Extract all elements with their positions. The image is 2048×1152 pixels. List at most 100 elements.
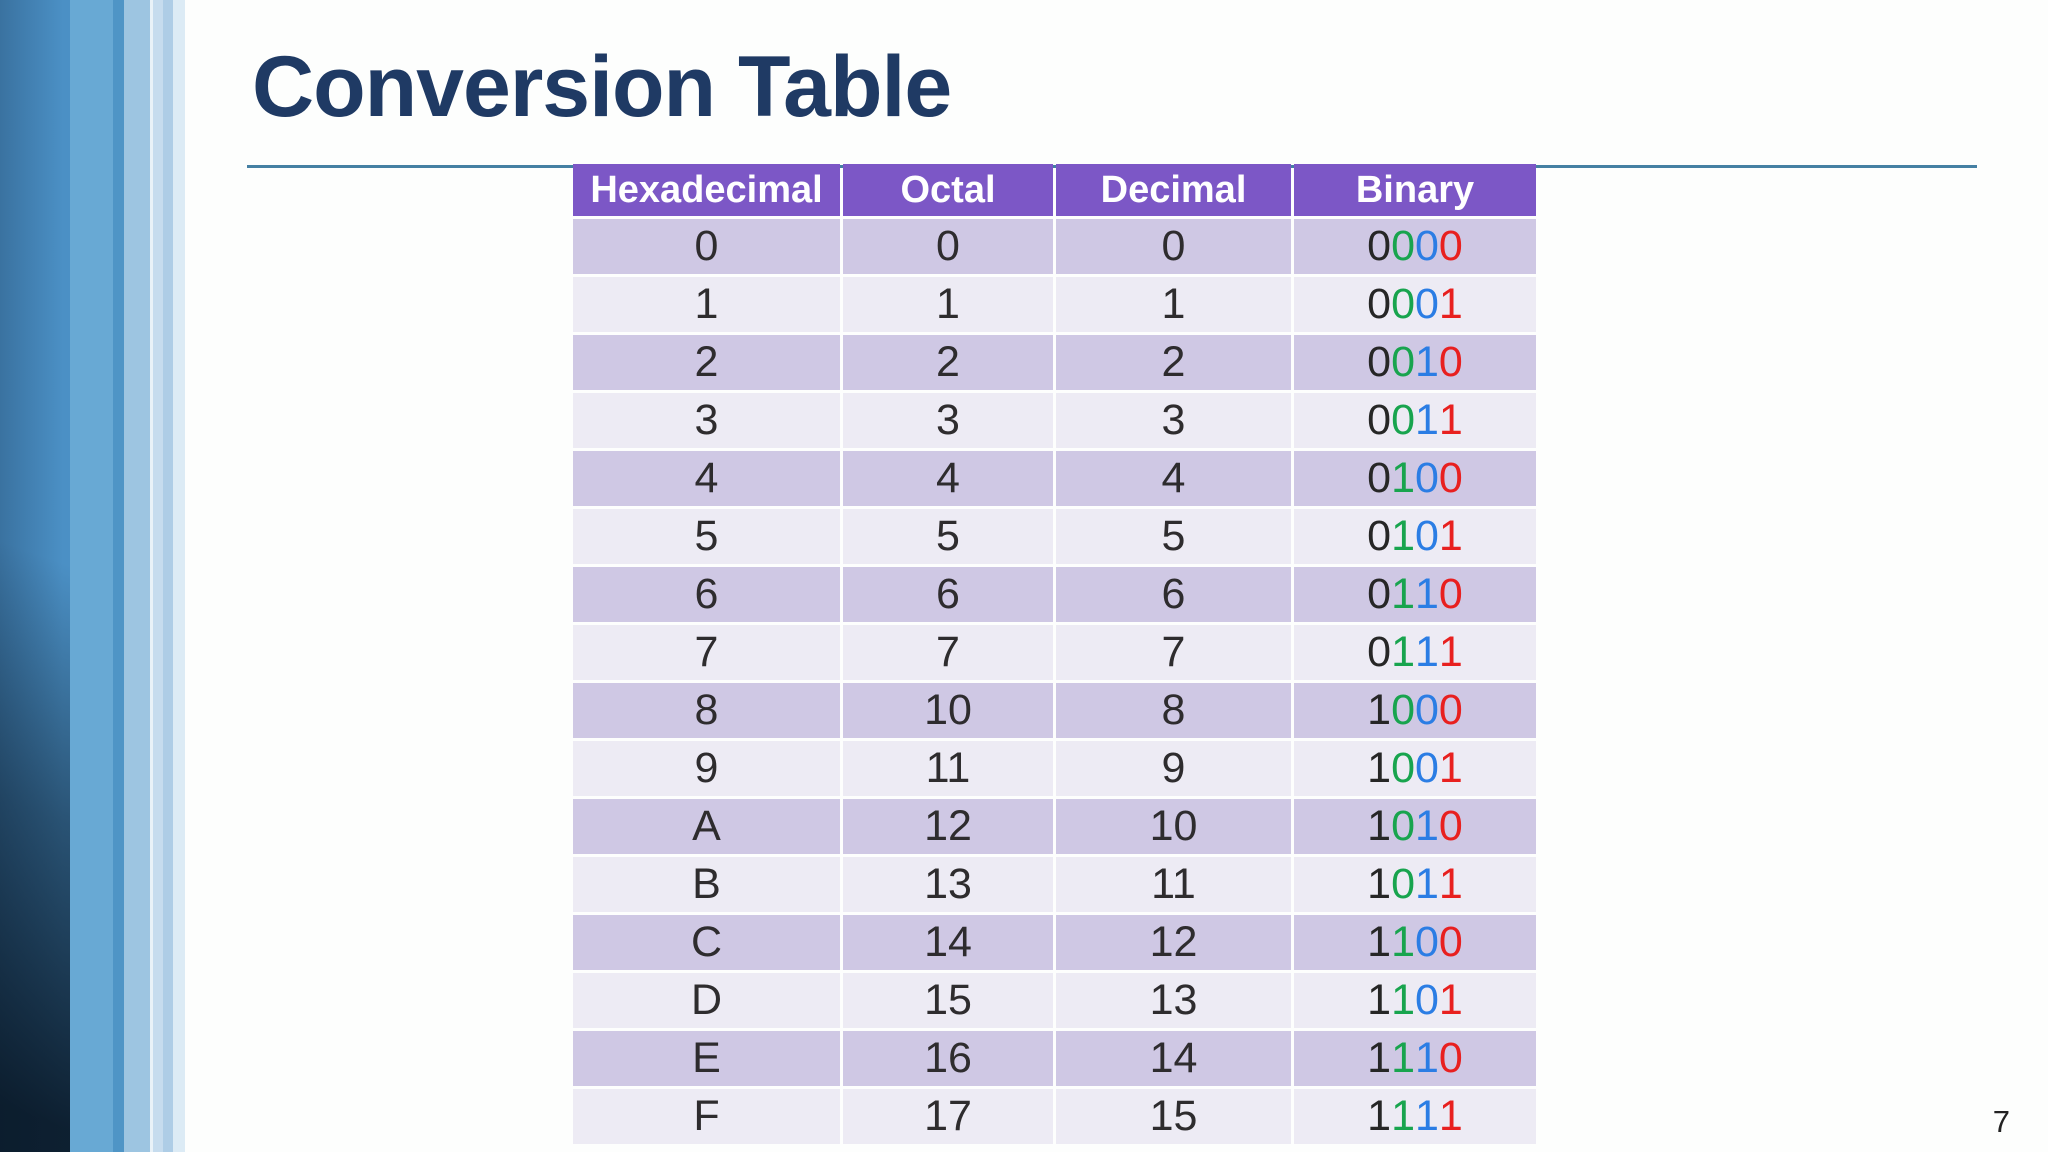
binary-digit: 1: [1391, 918, 1415, 966]
binary-digit: 0: [1367, 222, 1392, 270]
cell-hexadecimal: 2: [573, 335, 840, 390]
binary-digit: 1: [1391, 1034, 1415, 1082]
cell-octal: 13: [843, 857, 1053, 912]
binary-digit: 0: [1391, 396, 1415, 444]
cell-decimal: 0: [1056, 219, 1291, 274]
cell-hexadecimal: 5: [573, 509, 840, 564]
cell-hexadecimal: B: [573, 857, 840, 912]
cell-hexadecimal: A: [573, 799, 840, 854]
binary-digit: 1: [1391, 976, 1415, 1024]
binary-digit: 1: [1415, 338, 1439, 386]
cell-octal: 11: [843, 741, 1053, 796]
accent-stripe: [173, 0, 185, 1152]
binary-digit: 0: [1415, 918, 1439, 966]
cell-decimal: 13: [1056, 973, 1291, 1028]
cell-octal: 12: [843, 799, 1053, 854]
binary-digit: 1: [1438, 512, 1463, 560]
binary-digit: 0: [1438, 802, 1463, 850]
accent-stripe: [0, 0, 70, 1152]
cell-decimal: 5: [1056, 509, 1291, 564]
binary-digit: 0: [1415, 744, 1439, 792]
column-header-hexadecimal: Hexadecimal: [573, 164, 840, 216]
binary-digit: 1: [1415, 860, 1439, 908]
binary-digit: 0: [1415, 454, 1439, 502]
cell-hexadecimal: 1: [573, 277, 840, 332]
binary-digit: 0: [1438, 222, 1463, 270]
binary-digit: 1: [1367, 686, 1392, 734]
cell-hexadecimal: D: [573, 973, 840, 1028]
cell-decimal: 14: [1056, 1031, 1291, 1086]
binary-digit: 1: [1438, 976, 1463, 1024]
cell-octal: 14: [843, 915, 1053, 970]
binary-digit: 0: [1391, 338, 1415, 386]
accent-stripe: [163, 0, 173, 1152]
cell-octal: 5: [843, 509, 1053, 564]
cell-hexadecimal: 0: [573, 219, 840, 274]
cell-decimal: 1: [1056, 277, 1291, 332]
column-header-decimal: Decimal: [1056, 164, 1291, 216]
binary-digit: 1: [1415, 396, 1439, 444]
cell-octal: 2: [843, 335, 1053, 390]
accent-stripe: [153, 0, 163, 1152]
cell-hexadecimal: 9: [573, 741, 840, 796]
binary-digit: 0: [1367, 454, 1392, 502]
cell-decimal: 3: [1056, 393, 1291, 448]
left-accent-stripes: [0, 0, 185, 1152]
cell-octal: 17: [843, 1089, 1053, 1144]
cell-octal: 6: [843, 567, 1053, 622]
binary-digit: 0: [1438, 918, 1463, 966]
binary-digit: 1: [1391, 570, 1415, 618]
binary-digit: 1: [1391, 454, 1415, 502]
accent-stripe: [124, 0, 150, 1152]
binary-digit: 1: [1391, 628, 1415, 676]
binary-digit: 0: [1391, 744, 1415, 792]
binary-digit: 1: [1438, 860, 1463, 908]
binary-digit: 1: [1438, 280, 1463, 328]
binary-digit: 1: [1391, 1092, 1415, 1140]
cell-decimal: 10: [1056, 799, 1291, 854]
binary-digit: 0: [1438, 570, 1463, 618]
binary-digit: 1: [1367, 802, 1392, 850]
binary-digit: 1: [1438, 396, 1463, 444]
binary-digit: 0: [1415, 686, 1439, 734]
accent-stripe: [150, 0, 153, 1152]
binary-digit: 0: [1438, 338, 1463, 386]
cell-decimal: 9: [1056, 741, 1291, 796]
binary-digit: 0: [1367, 396, 1392, 444]
binary-digit: 1: [1367, 1034, 1392, 1082]
table-header-row: Hexadecimal Octal Decimal Binary: [573, 164, 1536, 216]
binary-digit: 0: [1367, 512, 1392, 560]
cell-hexadecimal: F: [573, 1089, 840, 1144]
binary-digit: 1: [1415, 802, 1439, 850]
cell-octal: 16: [843, 1031, 1053, 1086]
binary-digit: 0: [1438, 1034, 1463, 1082]
binary-digit: 0: [1391, 280, 1415, 328]
binary-digit: 0: [1367, 570, 1392, 618]
binary-digit: 1: [1415, 628, 1439, 676]
binary-digit: 1: [1415, 1092, 1439, 1140]
column-header-binary: Binary: [1294, 164, 1536, 216]
cell-hexadecimal: E: [573, 1031, 840, 1086]
binary-digit: 1: [1415, 1034, 1439, 1082]
binary-digit: 0: [1391, 860, 1415, 908]
binary-digit: 0: [1415, 976, 1439, 1024]
